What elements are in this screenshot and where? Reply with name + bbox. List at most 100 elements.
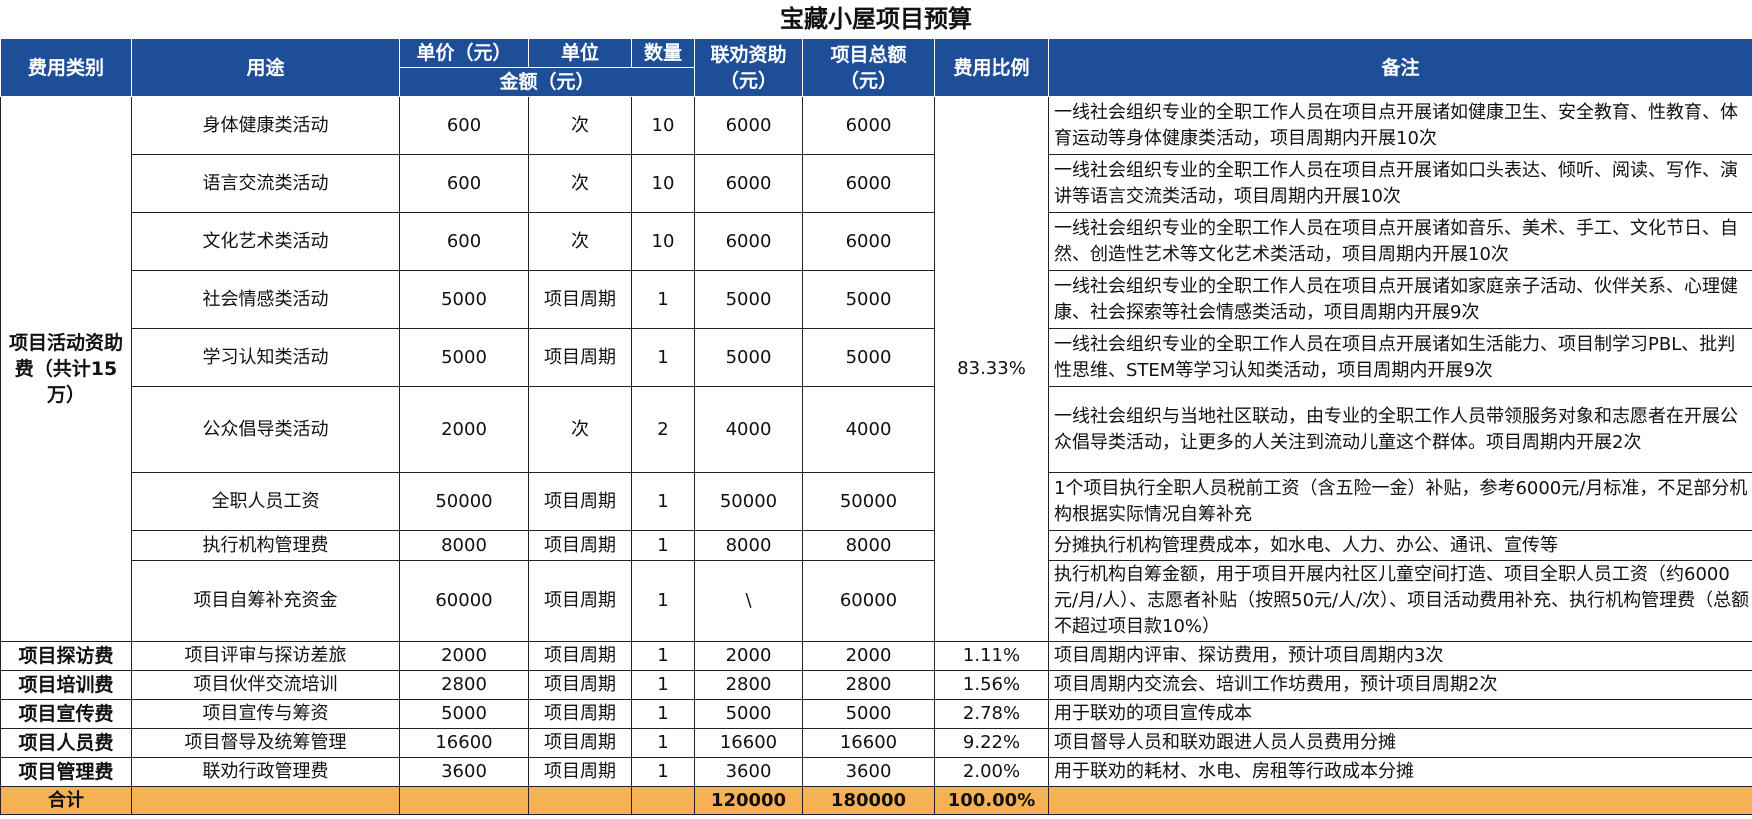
- grand-total-cell: 180000: [802, 786, 935, 815]
- header-total-line1: 项目总额: [830, 43, 907, 66]
- purpose-cell: 联劝行政管理费: [131, 757, 400, 787]
- unit-price-cell: 50000: [399, 472, 529, 531]
- empty-cell: [399, 786, 529, 815]
- table-row: 文化艺术类活动 600 次 10 6000 6000 一线社会组织专业的全职工作人员在项目点…: [1, 212, 1752, 271]
- unit-cell: 项目周期: [528, 728, 632, 758]
- category-cell: 项目人员费: [0, 728, 132, 758]
- quantity-cell: 10: [631, 154, 695, 213]
- table-row: 项目宣传费 项目宣传与筹资 5000 项目周期 1 5000 5000 2.78% 用于联劝的项…: [0, 699, 1752, 729]
- header-unit-price: 单价（元）: [399, 38, 529, 68]
- category-cell: 项目培训费: [0, 670, 132, 700]
- unit-price-cell: 2800: [399, 670, 529, 700]
- purpose-cell: 身体健康类活动: [131, 96, 400, 155]
- funding-cell: 16600: [694, 728, 803, 758]
- purpose-cell: 公众倡导类活动: [131, 386, 400, 473]
- unit-cell: 项目周期: [528, 670, 632, 700]
- purpose-cell: 语言交流类活动: [131, 154, 400, 213]
- header-quantity: 数量: [631, 38, 695, 68]
- quantity-cell: 1: [631, 757, 695, 787]
- total-cell: 6000: [802, 154, 935, 213]
- unit-price-cell: 5000: [399, 270, 529, 329]
- header-funding-line2: （元）: [719, 69, 777, 92]
- header-project-total: 项目总额 （元）: [802, 38, 935, 97]
- category-cell: 项目探访费: [0, 641, 132, 671]
- header-funding-line1: 联劝资助: [710, 43, 787, 66]
- header-row-2: 金额（元）: [1, 67, 1752, 97]
- funding-cell: 50000: [694, 472, 803, 531]
- table-row: 全职人员工资 50000 项目周期 1 50000 50000 1个项目执行全职人员税前工资…: [1, 472, 1752, 531]
- table-row: 项目人员费 项目督导及统筹管理 16600 项目周期 1 16600 16600 9.22% 项…: [0, 728, 1752, 758]
- funding-cell: 5000: [694, 270, 803, 329]
- quantity-cell: 1: [631, 560, 695, 642]
- funding-cell: 5000: [694, 699, 803, 729]
- total-cell: 16600: [802, 728, 935, 758]
- purpose-cell: 项目伙伴交流培训: [131, 670, 400, 700]
- table-row: 语言交流类活动 600 次 10 6000 6000 一线社会组织专业的全职工作人员在项目点…: [1, 154, 1752, 213]
- note-cell: 项目周期内评审、探访费用，预计项目周期内3次: [1048, 641, 1752, 671]
- unit-cell: 项目周期: [528, 641, 632, 671]
- quantity-cell: 1: [631, 270, 695, 329]
- funding-cell: 2800: [694, 670, 803, 700]
- quantity-cell: 1: [631, 472, 695, 531]
- table-row: 项目探访费 项目评审与探访差旅 2000 项目周期 1 2000 2000 1.11% 项目周期…: [0, 641, 1752, 671]
- unit-cell: 项目周期: [528, 472, 632, 531]
- empty-cell: [528, 786, 632, 815]
- empty-cell: [631, 786, 695, 815]
- table-row: 项目活动资助费（共计15万） 身体健康类活动 600 次 10 6000 6000 83.33…: [0, 96, 1752, 642]
- total-cell: 5000: [802, 699, 935, 729]
- total-cell: 4000: [802, 386, 935, 473]
- purpose-cell: 项目宣传与筹资: [131, 699, 400, 729]
- total-label-cell: 合计: [0, 786, 132, 815]
- total-cell: 2000: [802, 641, 935, 671]
- note-cell: 一线社会组织专业的全职工作人员在项目点开展诸如健康卫生、安全教育、性教育、体育运…: [1048, 96, 1752, 155]
- header-purpose: 用途: [131, 38, 400, 97]
- ratio-cell: 2.78%: [934, 699, 1049, 729]
- unit-price-cell: 5000: [399, 699, 529, 729]
- note-cell: 用于联劝的耗材、水电、房租等行政成本分摊: [1048, 757, 1752, 787]
- total-cell: 3600: [802, 757, 935, 787]
- unit-price-cell: 2000: [399, 386, 529, 473]
- ratio-cell: 1.11%: [934, 641, 1049, 671]
- page-title: 宝藏小屋项目预算: [780, 5, 972, 33]
- empty-cell: [131, 786, 400, 815]
- purpose-cell: 项目评审与探访差旅: [131, 641, 400, 671]
- note-cell: 执行机构自筹金额，用于项目开展内社区儿童空间打造、项目全职人员工资（约6000元…: [1048, 560, 1752, 642]
- unit-price-cell: 600: [399, 96, 529, 155]
- unit-price-cell: 5000: [399, 328, 529, 387]
- unit-price-cell: 16600: [399, 728, 529, 758]
- total-cell: 8000: [802, 530, 935, 561]
- note-cell: 用于联劝的项目宣传成本: [1048, 699, 1752, 729]
- table-row: 公众倡导类活动 2000 次 2 4000 4000 一线社会组织与当地社区联动，由专业的全…: [1, 386, 1752, 473]
- unit-cell: 项目周期: [528, 328, 632, 387]
- budget-table: 费用类别 用途 单价（元） 单位 数量 联劝资助 （元） 项目总额 （元） 费用比例…: [0, 38, 1752, 815]
- purpose-cell: 执行机构管理费: [131, 530, 400, 561]
- category-cell: 项目管理费: [0, 757, 132, 787]
- empty-cell: [1048, 786, 1752, 815]
- unit-price-cell: 600: [399, 154, 529, 213]
- activity-category-cell: 项目活动资助费（共计15万）: [0, 96, 132, 642]
- header-unit: 单位: [528, 38, 632, 68]
- note-cell: 一线社会组织与当地社区联动，由专业的全职工作人员带领服务对象和志愿者在开展公众倡…: [1048, 386, 1752, 473]
- total-cell: 60000: [802, 560, 935, 642]
- unit-cell: 项目周期: [528, 270, 632, 329]
- note-cell: 一线社会组织专业的全职工作人员在项目点开展诸如生活能力、项目制学习PBL、批判性…: [1048, 328, 1752, 387]
- total-funding-cell: 120000: [694, 786, 803, 815]
- funding-cell: \: [694, 560, 803, 642]
- quantity-cell: 10: [631, 212, 695, 271]
- total-cell: 6000: [802, 96, 935, 155]
- ratio-cell: 9.22%: [934, 728, 1049, 758]
- unit-cell: 项目周期: [528, 699, 632, 729]
- table-row: 项目管理费 联劝行政管理费 3600 项目周期 1 3600 3600 2.00% 用于联劝的耗…: [0, 757, 1752, 787]
- category-cell: 项目宣传费: [0, 699, 132, 729]
- unit-cell: 次: [528, 212, 632, 271]
- purpose-cell: 项目自筹补充资金: [131, 560, 400, 642]
- unit-cell: 项目周期: [528, 560, 632, 642]
- unit-price-cell: 2000: [399, 641, 529, 671]
- purpose-cell: 社会情感类活动: [131, 270, 400, 329]
- note-cell: 分摊执行机构管理费成本，如水电、人力、办公、通讯、宣传等: [1048, 530, 1752, 561]
- unit-price-cell: 60000: [399, 560, 529, 642]
- funding-cell: 5000: [694, 328, 803, 387]
- quantity-cell: 1: [631, 670, 695, 700]
- funding-cell: 4000: [694, 386, 803, 473]
- total-cell: 2800: [802, 670, 935, 700]
